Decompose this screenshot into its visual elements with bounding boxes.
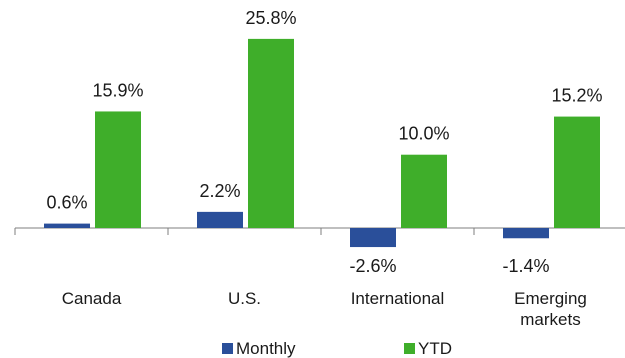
data-label-ytd-u-s: 25.8%: [245, 8, 296, 28]
legend-item-ytd: YTD: [404, 339, 452, 358]
bar-monthly-u-s: [197, 211, 243, 228]
bar-ytd-international: [401, 154, 447, 228]
category-labels: Canada U.S. International Emerging markets: [62, 289, 587, 329]
legend-item-monthly: Monthly: [222, 339, 296, 358]
legend: Monthly YTD: [0, 339, 625, 358]
category-label-emerging-markets: Emerging markets: [514, 289, 587, 329]
bar-ytd-canada: [95, 111, 141, 228]
bar-chart: 0.6% 15.9% 2.2% 25.8% -2.6% 10.0% -1.4% 15.2% C…: [14, 8, 625, 329]
data-label-ytd-canada: 15.9%: [92, 80, 143, 100]
data-label-monthly-u-s: 2.2%: [199, 181, 240, 201]
legend-swatch-ytd: [404, 343, 415, 354]
bar-monthly-international: [350, 228, 396, 248]
data-label-ytd-emerging-markets: 15.2%: [551, 86, 602, 106]
bar-monthly-canada: [44, 223, 90, 228]
legend-swatch-monthly: [222, 343, 233, 354]
legend-label-monthly: Monthly: [236, 339, 296, 358]
category-label-canada: Canada: [62, 289, 122, 308]
bar-ytd-emerging-markets: [554, 116, 600, 228]
data-label-monthly-international: -2.6%: [349, 256, 396, 276]
bar-monthly-emerging-markets: [503, 228, 549, 239]
category-label-u-s: U.S.: [228, 289, 261, 308]
legend-label-ytd: YTD: [418, 339, 452, 358]
data-label-monthly-canada: 0.6%: [46, 193, 87, 213]
data-label-monthly-emerging-markets: -1.4%: [502, 256, 549, 276]
bar-ytd-u-s: [248, 38, 294, 228]
labels-layer: 0.6% 15.9% 2.2% 25.8% -2.6% 10.0% -1.4% 15.2%: [46, 8, 602, 276]
bars-layer: [44, 38, 600, 248]
category-label-international: International: [351, 289, 445, 308]
data-label-ytd-international: 10.0%: [398, 124, 449, 144]
